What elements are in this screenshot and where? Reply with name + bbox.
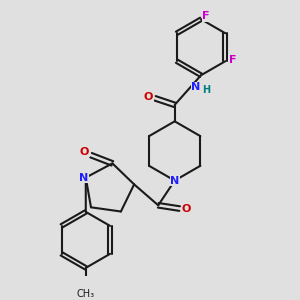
- Text: N: N: [191, 82, 201, 92]
- Text: O: O: [80, 147, 89, 157]
- Text: O: O: [144, 92, 153, 102]
- Text: O: O: [182, 204, 191, 214]
- Text: F: F: [202, 11, 210, 21]
- Text: F: F: [229, 55, 236, 64]
- Text: CH₃: CH₃: [77, 289, 95, 299]
- Text: N: N: [80, 172, 89, 183]
- Text: N: N: [170, 176, 179, 186]
- Text: H: H: [202, 85, 210, 95]
